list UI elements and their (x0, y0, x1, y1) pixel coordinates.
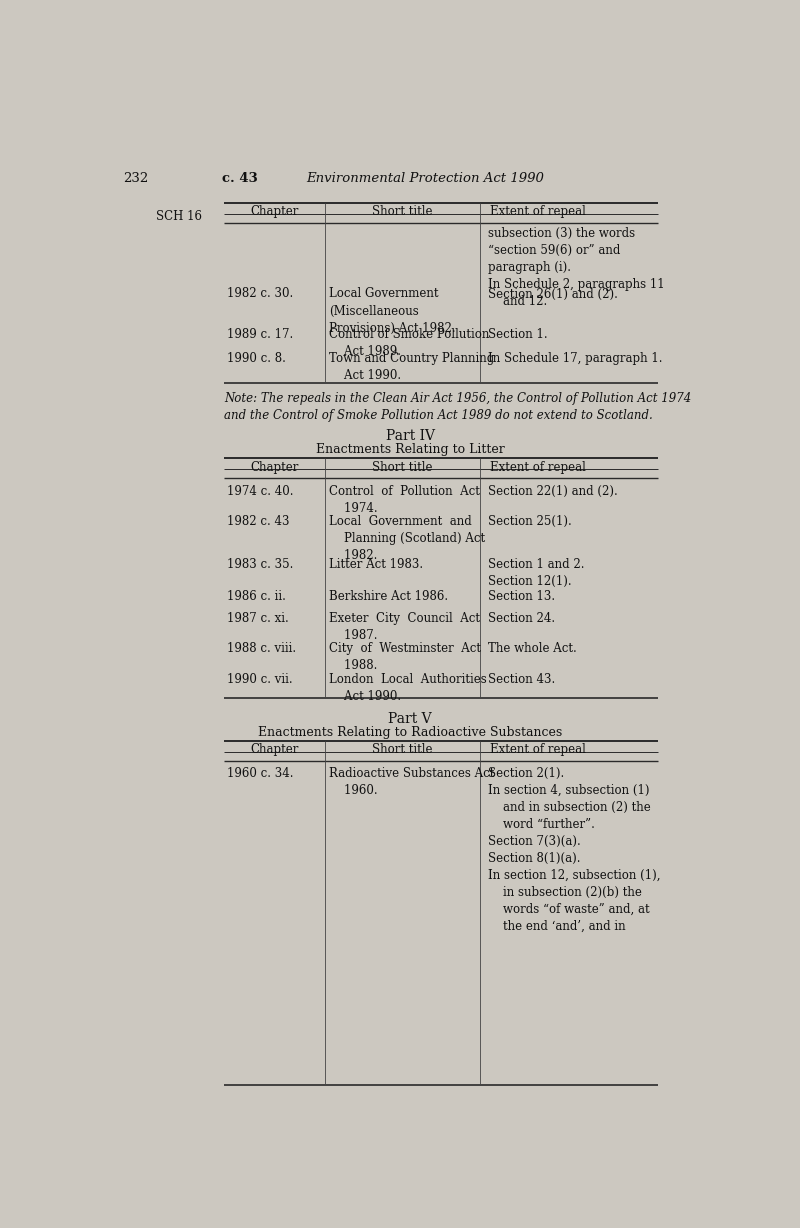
Text: Radioactive Substances Act
    1960.: Radioactive Substances Act 1960. (330, 768, 494, 797)
Text: Section 25(1).: Section 25(1). (487, 516, 571, 528)
Text: Part V: Part V (388, 712, 432, 726)
Text: Extent of repeal: Extent of repeal (490, 743, 586, 756)
Text: Section 22(1) and (2).: Section 22(1) and (2). (487, 485, 618, 497)
Text: Environmental Protection Act 1990: Environmental Protection Act 1990 (306, 172, 545, 185)
Text: Extent of repeal: Extent of repeal (490, 460, 586, 474)
Text: London  Local  Authorities
    Act 1990.: London Local Authorities Act 1990. (330, 673, 487, 704)
Text: Short title: Short title (372, 743, 433, 756)
Text: In Schedule 17, paragraph 1.: In Schedule 17, paragraph 1. (487, 352, 662, 365)
Text: 1982 c. 30.: 1982 c. 30. (227, 287, 294, 301)
Text: 1988 c. viii.: 1988 c. viii. (227, 642, 296, 656)
Text: Section 13.: Section 13. (487, 591, 554, 603)
Text: Town and Country Planning
    Act 1990.: Town and Country Planning Act 1990. (330, 352, 494, 382)
Text: 1960 c. 34.: 1960 c. 34. (227, 768, 294, 780)
Text: Enactments Relating to Litter: Enactments Relating to Litter (316, 443, 504, 456)
Text: Section 1 and 2.
Section 12(1).: Section 1 and 2. Section 12(1). (487, 558, 584, 588)
Text: Chapter: Chapter (250, 460, 298, 474)
Text: 1990 c. 8.: 1990 c. 8. (227, 352, 286, 365)
Text: City  of  Westminster  Act
    1988.: City of Westminster Act 1988. (330, 642, 482, 673)
Text: 232: 232 (123, 172, 149, 185)
Text: Section 26(1) and (2).: Section 26(1) and (2). (487, 287, 618, 301)
Text: SCH 16: SCH 16 (156, 210, 202, 223)
Text: 1974 c. 40.: 1974 c. 40. (227, 485, 294, 497)
Text: Local Government
(Miscellaneous
Provisions) Act 1982.: Local Government (Miscellaneous Provisio… (330, 287, 456, 334)
Text: 1986 c. ii.: 1986 c. ii. (227, 591, 286, 603)
Text: 1982 c. 43: 1982 c. 43 (227, 516, 290, 528)
Text: Section 2(1).
In section 4, subsection (1)
    and in subsection (2) the
    wor: Section 2(1). In section 4, subsection (… (487, 768, 660, 933)
Text: subsection (3) the words
“section 59(6) or” and
paragraph (i).
In Schedule 2, pa: subsection (3) the words “section 59(6) … (487, 227, 664, 308)
Text: Note: The repeals in the Clean Air Act 1956, the Control of Pollution Act 1974
a: Note: The repeals in the Clean Air Act 1… (224, 392, 691, 422)
Text: Litter Act 1983.: Litter Act 1983. (330, 558, 423, 571)
Text: Part IV: Part IV (386, 429, 434, 443)
Text: 1983 c. 35.: 1983 c. 35. (227, 558, 294, 571)
Text: Berkshire Act 1986.: Berkshire Act 1986. (330, 591, 449, 603)
Text: Extent of repeal: Extent of repeal (490, 205, 586, 219)
Text: 1987 c. xi.: 1987 c. xi. (227, 612, 289, 625)
Text: Local  Government  and
    Planning (Scotland) Act
    1982.: Local Government and Planning (Scotland)… (330, 516, 486, 562)
Text: Exeter  City  Council  Act
    1987.: Exeter City Council Act 1987. (330, 612, 480, 642)
Text: Control  of  Pollution  Act
    1974.: Control of Pollution Act 1974. (330, 485, 480, 515)
Text: Chapter: Chapter (250, 743, 298, 756)
Text: Short title: Short title (372, 205, 433, 219)
Text: Short title: Short title (372, 460, 433, 474)
Text: 1989 c. 17.: 1989 c. 17. (227, 328, 294, 340)
Text: The whole Act.: The whole Act. (487, 642, 576, 656)
Text: c. 43: c. 43 (222, 172, 258, 185)
Text: Section 43.: Section 43. (487, 673, 554, 686)
Text: Section 24.: Section 24. (487, 612, 554, 625)
Text: Control of Smoke Pollution
    Act 1989.: Control of Smoke Pollution Act 1989. (330, 328, 490, 357)
Text: Enactments Relating to Radioactive Substances: Enactments Relating to Radioactive Subst… (258, 726, 562, 738)
Text: 1990 c. vii.: 1990 c. vii. (227, 673, 293, 686)
Text: Chapter: Chapter (250, 205, 298, 219)
Text: Section 1.: Section 1. (487, 328, 547, 340)
